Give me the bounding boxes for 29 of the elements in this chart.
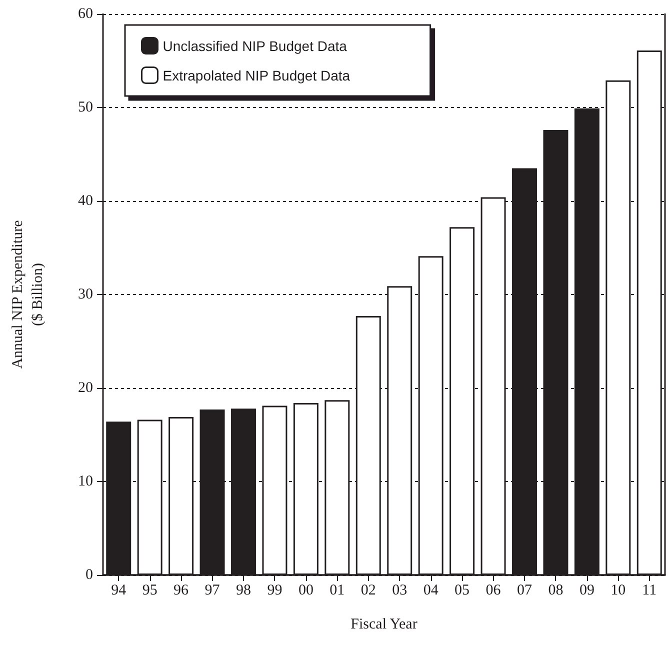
y-tick-label: 40 <box>78 193 93 209</box>
x-tick-label: 98 <box>236 582 251 598</box>
x-tick-label: 07 <box>517 582 532 598</box>
x-tick-label: 02 <box>360 582 376 598</box>
legend-label: Unclassified NIP Budget Data <box>162 38 348 54</box>
y-tick-label: 10 <box>78 474 93 490</box>
x-tick-label: 09 <box>579 582 594 598</box>
x-axis-title: Fiscal Year <box>350 616 418 632</box>
x-tick-label: 99 <box>267 582 282 598</box>
x-tick-label: 10 <box>610 582 626 598</box>
x-tick-label: 03 <box>392 582 408 598</box>
legend-label: Extrapolated NIP Budget Data <box>162 67 350 84</box>
x-tick-label: 97 <box>204 582 220 598</box>
x-tick-label: 05 <box>454 582 470 598</box>
x-tick-label: 00 <box>298 582 314 598</box>
x-tick-label: 96 <box>174 582 190 598</box>
x-tick-label: 01 <box>330 582 345 598</box>
x-tick-label: 95 <box>142 582 158 598</box>
y-tick-label: 0 <box>86 567 93 583</box>
x-tick-label: 04 <box>423 582 439 598</box>
y-tick-label: 20 <box>78 380 93 396</box>
y-tick-label: 50 <box>78 100 93 116</box>
x-tick-label: 08 <box>548 582 564 598</box>
y-tick-label: 30 <box>78 286 93 302</box>
x-tick-label: 06 <box>486 582 502 598</box>
y-axis-title: Annual NIP Expenditure ($ Billion) <box>10 220 46 369</box>
x-tick-label: 11 <box>642 582 657 598</box>
x-tick-label: 94 <box>111 582 127 598</box>
y-tick-label: 60 <box>78 6 93 22</box>
